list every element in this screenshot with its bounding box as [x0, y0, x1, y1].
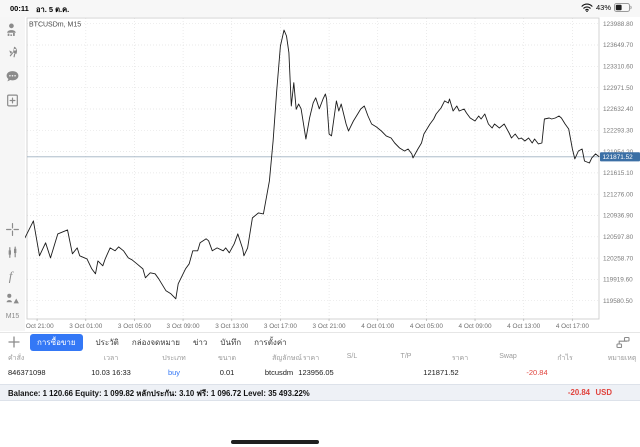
y-tick-label: 121615.10	[603, 170, 634, 177]
status-time: 00:11	[10, 4, 29, 13]
row-cell-1: 10.03 16:33	[91, 368, 131, 377]
y-tick-label: 122293.30	[603, 128, 634, 135]
x-tick-label: 2 Oct 21:00	[25, 323, 54, 330]
status-indicators: 43%	[581, 3, 633, 12]
function-icon[interactable]: f	[5, 268, 20, 283]
indicator-icon[interactable]	[5, 245, 20, 260]
status-bar: 00:11 อา. 5 ต.ค. 43%	[0, 0, 640, 17]
col-header-2: ประเภท	[162, 355, 186, 362]
col-header-0: คำสั่ง	[8, 355, 25, 362]
col-header-4: สัญลักษณ์	[272, 355, 302, 362]
current-price-text: 121871.52	[603, 154, 634, 161]
y-tick-label: 123310.60	[603, 64, 634, 71]
col-header-6: S/L	[346, 353, 358, 360]
x-tick-label: 4 Oct 17:00	[556, 323, 589, 330]
x-tick-label: 3 Oct 09:00	[167, 323, 200, 330]
account-summary-text: Balance: 1 120.66 Equity: 1 099.82 หลักป…	[8, 389, 310, 398]
objects-icon[interactable]	[5, 291, 20, 306]
col-header-8: ราคา	[451, 355, 469, 362]
rocket-icon[interactable]	[5, 45, 20, 60]
panel-tabs: การซื้อขาย ประวัติ กล่องจดหมาย ข่าว บันทึก กา…	[30, 333, 287, 352]
new-order-icon[interactable]	[5, 93, 20, 108]
y-tick-label: 119580.50	[603, 298, 633, 305]
price-series-line	[24, 29, 600, 300]
col-header-10: กำไร	[557, 355, 573, 362]
position-row[interactable]: 846371098 10.03 16:33 buy 0.01 btcusdm 123956…	[0, 368, 640, 381]
y-tick-label: 123988.80	[603, 21, 634, 28]
x-tick-label: 3 Oct 21:00	[313, 323, 346, 330]
x-tick-label: 3 Oct 05:00	[118, 323, 151, 330]
row-cell-0: 846371098	[8, 368, 46, 377]
x-tick-label: 4 Oct 13:00	[507, 323, 540, 330]
account-profit-currency: USD	[595, 388, 612, 397]
chat-icon[interactable]	[5, 69, 20, 84]
x-tick-label: 3 Oct 17:00	[264, 323, 297, 330]
left-toolbar: f M15	[0, 17, 26, 331]
x-tick-label: 4 Oct 05:00	[410, 323, 443, 330]
timeframe-button[interactable]: M15	[5, 313, 20, 320]
col-header-1: เวลา	[103, 355, 119, 362]
row-cell-3: 0.01	[219, 368, 235, 377]
crosshair-icon[interactable]	[5, 222, 20, 237]
chart-canvas[interactable]: 2 Oct 21:00 3 Oct 01:00 3 Oct 05:00 3 Oct 0…	[21, 17, 640, 331]
plot-frame	[26, 17, 600, 320]
home-indicator[interactable]	[231, 440, 319, 444]
y-tick-label: 120597.80	[603, 234, 634, 241]
positions-table-header: คำสั่ง เวลา ประเภท ขนาด สัญลักษณ์ ราคา S/L T/P ร…	[0, 353, 640, 365]
tab-item[interactable]: ข่าว	[192, 338, 208, 347]
x-tick-label: 4 Oct 09:00	[459, 323, 492, 330]
x-tick-label: 4 Oct 01:00	[361, 323, 394, 330]
y-tick-label: 122632.40	[603, 106, 634, 113]
account-icon[interactable]	[5, 22, 20, 37]
y-tick-label: 122971.50	[603, 85, 634, 92]
tab-item[interactable]: บันทึก	[220, 338, 242, 347]
current-price-badge	[600, 152, 640, 162]
col-header-11: หมายเหตุ	[607, 355, 637, 362]
y-tick-label: 121276.00	[603, 191, 634, 198]
tab-item[interactable]: การตั้งค่า	[254, 338, 287, 347]
tab-item[interactable]: ประวัติ	[95, 338, 119, 347]
sort-icon[interactable]	[616, 336, 630, 349]
y-tick-label: 120936.90	[603, 213, 634, 220]
row-cell-5: 123956.05	[298, 368, 334, 377]
bottom-tab-bar: การซื้อขาย ประวัติ กล่องจดหมาย ข่าว บันทึก กา…	[0, 332, 640, 352]
x-tick-label: 3 Oct 13:00	[215, 323, 248, 330]
row-cell-2: buy	[167, 368, 181, 377]
wifi-icon	[581, 3, 593, 12]
tab-selected[interactable]: การซื้อขาย	[30, 334, 83, 351]
row-cell-10: -20.84	[526, 368, 548, 377]
battery-icon	[614, 3, 632, 12]
col-header-5: ราคา	[302, 355, 320, 362]
col-header-9: Swap	[499, 353, 517, 360]
chart-symbol-label: BTCUSDm, M15	[29, 22, 81, 29]
account-profit: -20.84	[567, 388, 590, 397]
battery-percent: 43%	[595, 3, 611, 12]
col-header-3: ขนาด	[217, 355, 237, 362]
row-cell-4: btcusdm	[264, 368, 294, 377]
y-tick-label: 119919.60	[603, 277, 633, 284]
y-tick-label: 123649.70	[603, 42, 634, 49]
status-date: อา. 5 ต.ค.	[36, 5, 70, 14]
y-tick-label: 120258.70	[603, 255, 634, 262]
svg-text:f: f	[9, 269, 15, 283]
tab-item[interactable]: กล่องจดหมาย	[131, 338, 180, 347]
add-tab-icon[interactable]	[7, 335, 21, 349]
price-chart[interactable]: 2 Oct 21:00 3 Oct 01:00 3 Oct 05:00 3 Oct 0…	[21, 17, 640, 331]
x-tick-label: 3 Oct 01:00	[69, 323, 102, 330]
row-cell-8: 121871.52	[423, 368, 459, 377]
col-header-7: T/P	[400, 353, 412, 360]
account-summary-bar: Balance: 1 120.66 Equity: 1 099.82 หลักป…	[0, 384, 640, 401]
